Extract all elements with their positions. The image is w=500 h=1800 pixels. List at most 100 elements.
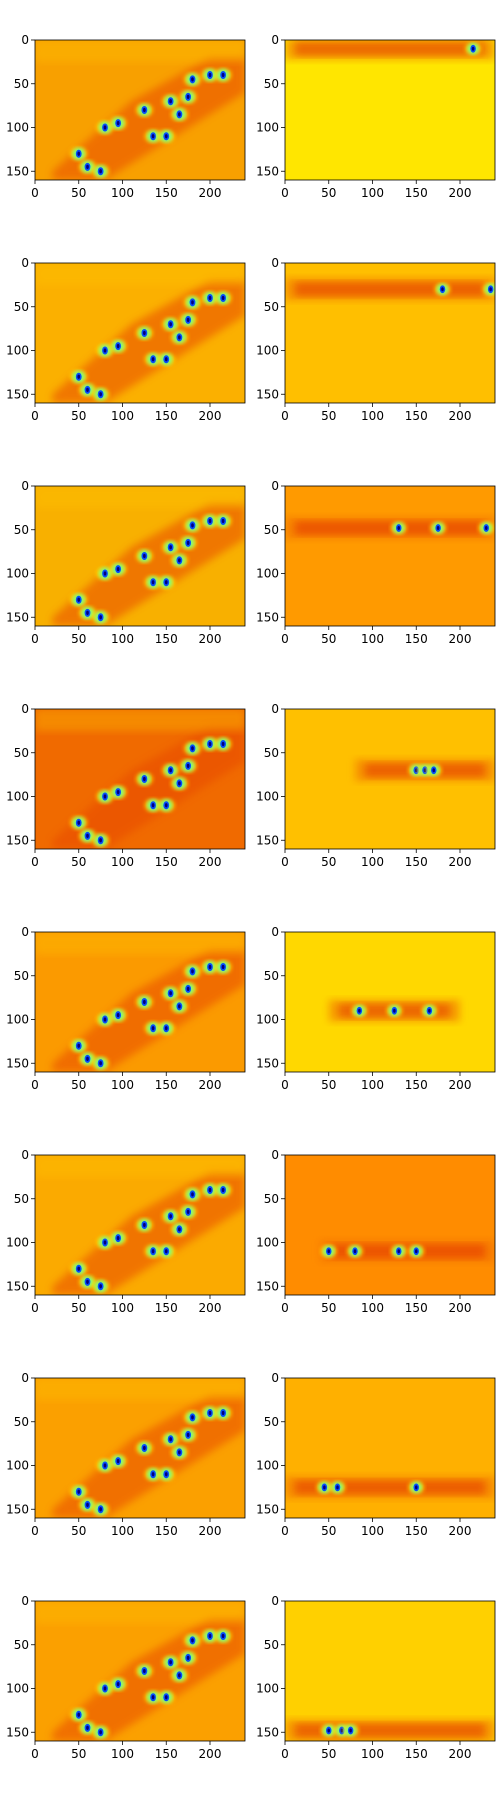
- heatmap-blob-center: [104, 794, 107, 798]
- heatmap-blob-center: [222, 1634, 225, 1638]
- x-tick-label: 200: [449, 1301, 472, 1315]
- x-tick-label: 200: [449, 409, 472, 423]
- heatmap-blob-center: [178, 558, 181, 562]
- x-tick-label: 200: [449, 1524, 472, 1538]
- heatmap-blob-center: [441, 287, 444, 291]
- right-heatmap-panel: [285, 263, 498, 403]
- y-tick-label: 0: [271, 256, 279, 270]
- heatmap-blob-center: [99, 169, 102, 173]
- heatmap-blob-center: [117, 1459, 120, 1463]
- heatmap-blob-center: [187, 1656, 190, 1660]
- heatmap-blob-center: [117, 1013, 120, 1017]
- heatmap-blob-center: [178, 1227, 181, 1231]
- x-tick-label: 200: [449, 1747, 472, 1761]
- y-tick-label: 100: [6, 790, 29, 804]
- x-tick-label: 0: [281, 855, 289, 869]
- x-tick-label: 200: [449, 186, 472, 200]
- heatmap-blob-center: [165, 1249, 168, 1253]
- heatmap-blob-center: [169, 1660, 172, 1664]
- y-tick-label: 100: [6, 1682, 29, 1696]
- y-tick-label: 50: [264, 746, 279, 760]
- y-tick-label: 0: [271, 479, 279, 493]
- heatmap-blob-center: [86, 611, 89, 615]
- heatmap-background: [285, 1155, 495, 1295]
- heatmap-wash: [35, 1601, 245, 1623]
- heatmap-blob-center: [323, 1485, 326, 1489]
- heatmap-blob-center: [104, 571, 107, 575]
- x-tick-label: 0: [31, 632, 39, 646]
- heatmap-blob-center: [169, 1214, 172, 1218]
- heatmap-blob-center: [86, 165, 89, 169]
- right-heatmap-panel: [285, 1378, 495, 1518]
- x-tick-label: 150: [405, 1301, 428, 1315]
- heatmap-blob-center: [327, 1249, 330, 1253]
- x-tick-label: 200: [199, 1747, 222, 1761]
- y-tick-label: 100: [6, 1013, 29, 1027]
- y-tick-label: 150: [6, 1725, 29, 1739]
- y-tick-label: 0: [21, 1148, 29, 1162]
- y-tick-label: 0: [21, 1594, 29, 1608]
- heatmap-blob-center: [187, 318, 190, 322]
- x-tick-label: 50: [321, 409, 336, 423]
- y-tick-label: 150: [256, 1056, 279, 1070]
- heatmap-blob-center: [86, 388, 89, 392]
- left-heatmap-panel: [35, 1378, 245, 1518]
- y-tick-label: 0: [271, 925, 279, 939]
- heatmap-blob-center: [191, 1415, 194, 1419]
- heatmap-blob-center: [104, 348, 107, 352]
- x-tick-label: 150: [155, 186, 178, 200]
- x-tick-label: 50: [71, 1078, 86, 1092]
- y-tick-label: 0: [271, 1594, 279, 1608]
- x-tick-label: 50: [71, 1301, 86, 1315]
- right-heatmap-panel: [285, 486, 495, 626]
- x-tick-label: 50: [71, 855, 86, 869]
- heatmap-blob-center: [222, 1411, 225, 1415]
- heatmap-blob-center: [99, 1507, 102, 1511]
- heatmap-blob-center: [86, 1503, 89, 1507]
- y-tick-label: 50: [264, 77, 279, 91]
- heatmap-blob-center: [178, 781, 181, 785]
- x-tick-label: 50: [71, 632, 86, 646]
- x-tick-label: 100: [361, 1524, 384, 1538]
- heatmap-blob-center: [77, 375, 80, 379]
- x-tick-label: 50: [321, 632, 336, 646]
- heatmap-blob-center: [143, 1223, 146, 1227]
- heatmap-blob-center: [191, 746, 194, 750]
- heatmap-blob-center: [169, 545, 172, 549]
- y-tick-label: 100: [6, 121, 29, 135]
- x-tick-label: 0: [281, 1524, 289, 1538]
- x-tick-label: 100: [361, 632, 384, 646]
- heatmap-blob-center: [354, 1249, 357, 1253]
- heatmap-blob-center: [349, 1729, 352, 1733]
- heatmap-blob-center: [143, 1446, 146, 1450]
- heatmap-blob-center: [99, 1730, 102, 1734]
- heatmap-blob-center: [169, 991, 172, 995]
- y-tick-label: 150: [256, 387, 279, 401]
- heatmap-blob-center: [99, 838, 102, 842]
- heatmap-blob-center: [77, 152, 80, 156]
- heatmap-blob-center: [191, 1638, 194, 1642]
- y-tick-label: 150: [6, 387, 29, 401]
- x-tick-label: 0: [31, 186, 39, 200]
- right-heatmap-panel: [285, 1155, 495, 1295]
- heatmap-blob-center: [99, 1061, 102, 1065]
- heatmap-blob-center: [104, 1240, 107, 1244]
- x-tick-label: 150: [155, 409, 178, 423]
- y-tick-label: 100: [6, 1236, 29, 1250]
- y-tick-label: 100: [6, 567, 29, 581]
- y-tick-label: 50: [14, 1638, 29, 1652]
- x-tick-label: 150: [155, 855, 178, 869]
- heatmap-blob-center: [209, 965, 212, 969]
- x-tick-label: 100: [111, 855, 134, 869]
- heatmap-blob-center: [143, 331, 146, 335]
- x-tick-label: 50: [321, 1078, 336, 1092]
- heatmap-wash: [35, 486, 245, 508]
- heatmap-blob-center: [415, 1485, 418, 1489]
- heatmap-blob-center: [117, 567, 120, 571]
- heatmap-blob-center: [209, 742, 212, 746]
- heatmap-background: [285, 40, 495, 180]
- heatmap-blob-center: [191, 523, 194, 527]
- heatmap-blob-center: [86, 1280, 89, 1284]
- heatmap-blob-center: [209, 519, 212, 523]
